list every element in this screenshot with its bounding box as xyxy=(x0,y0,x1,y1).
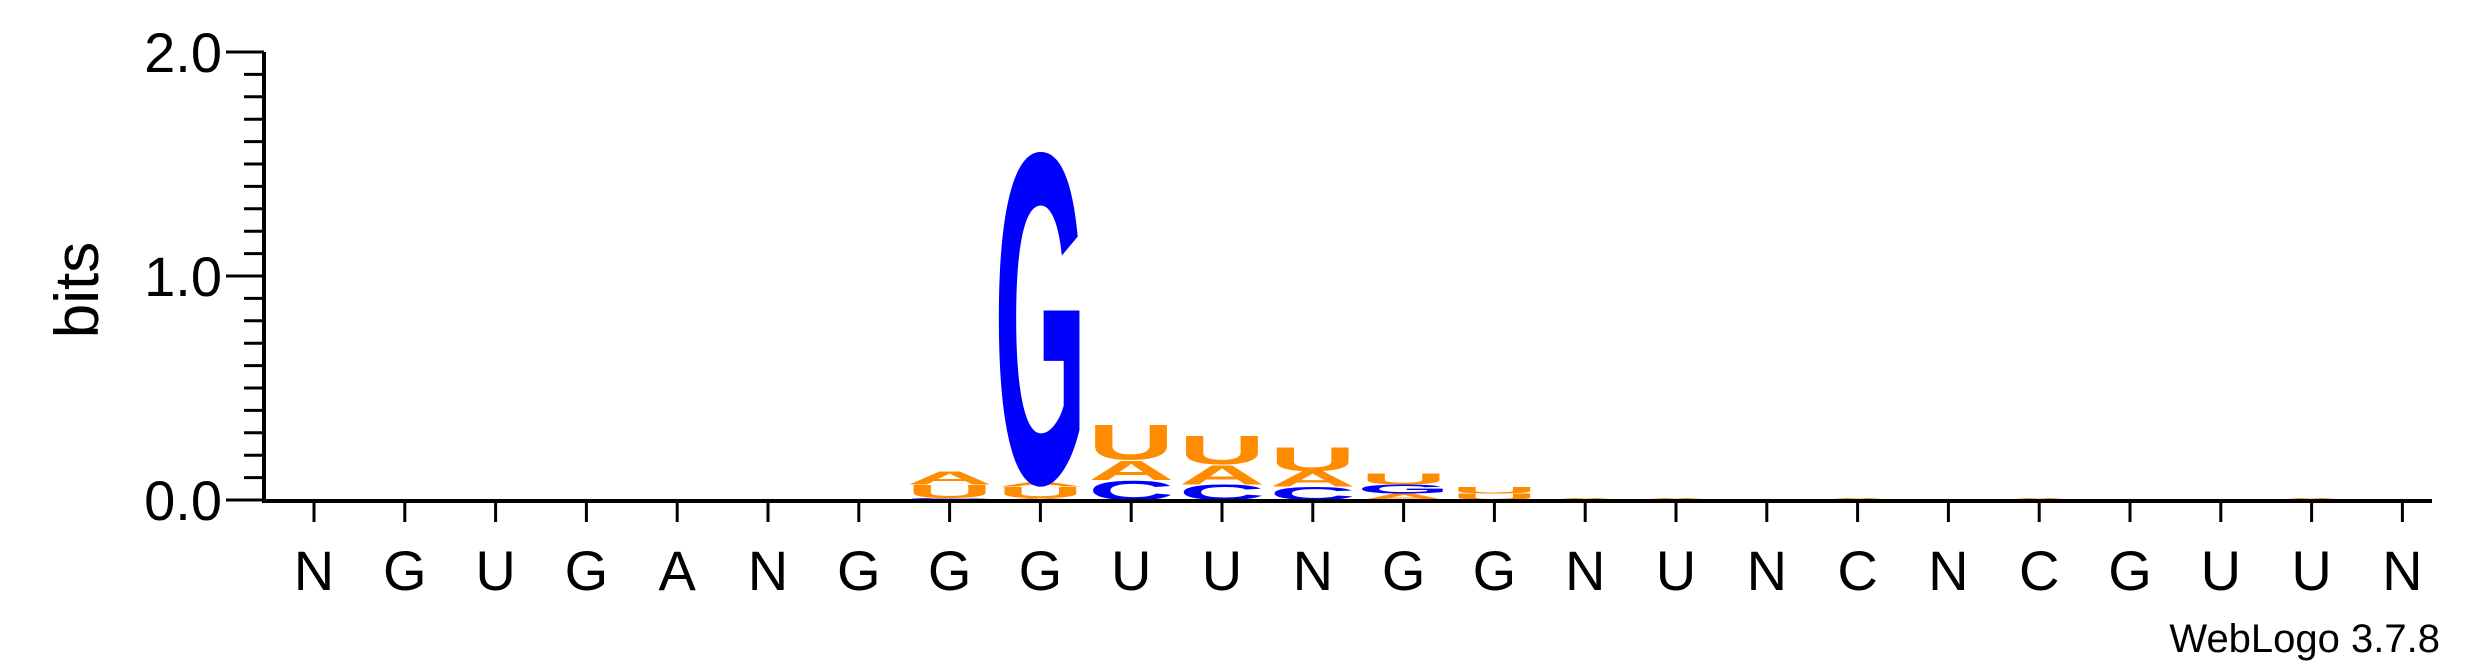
weblogo-credit: WebLogo 3.7.8 xyxy=(2169,617,2440,661)
position-label: G xyxy=(837,539,881,602)
logo-letter-u: U xyxy=(1451,492,1537,502)
position-label: A xyxy=(659,539,697,602)
position-label: N xyxy=(1747,539,1787,602)
position-label: G xyxy=(2108,539,2152,602)
position-label: G xyxy=(1019,539,1063,602)
x-axis xyxy=(262,499,2432,522)
logo-letter-g: G xyxy=(994,56,1087,584)
position-label: G xyxy=(1473,539,1517,602)
y-tick-label: 1.0 xyxy=(144,245,222,308)
position-label: G xyxy=(565,539,609,602)
position-label: G xyxy=(383,539,427,602)
logo-letter-u: U xyxy=(1360,470,1446,487)
logo-letter-u: U xyxy=(997,484,1083,501)
logo-letter-a: A xyxy=(997,481,1083,488)
position-label: U xyxy=(2291,539,2331,602)
position-label: C xyxy=(2019,539,2059,602)
position-label: U xyxy=(1202,539,1242,602)
position-label: N xyxy=(1928,539,1968,602)
logo-letter-u: U xyxy=(1451,485,1537,495)
logo-letter-g: G xyxy=(1357,482,1450,496)
y-axis-title: bits xyxy=(43,242,112,338)
logo-letter-a: A xyxy=(1088,455,1174,486)
logo-letter-u: U xyxy=(1088,415,1174,470)
y-tick-label: 0.0 xyxy=(144,469,222,532)
position-label: N xyxy=(1293,539,1333,602)
position-label: N xyxy=(1565,539,1605,602)
logo-letter-a: A xyxy=(2268,497,2354,500)
logo-letter-a: A xyxy=(1270,467,1356,491)
y-tick-label: 2.0 xyxy=(144,21,222,84)
logo-letter-a: A xyxy=(1542,497,1628,500)
logo-letter-c: C xyxy=(1270,483,1356,504)
position-label: N xyxy=(294,539,334,602)
logo-letter-a: A xyxy=(1633,497,1719,500)
logo-letter-u: U xyxy=(1270,440,1356,479)
position-label: G xyxy=(1382,539,1426,602)
position-label: G xyxy=(928,539,972,602)
position-label: U xyxy=(2201,539,2241,602)
position-label: N xyxy=(748,539,788,602)
logo-letter-u: U xyxy=(906,481,992,502)
logo-letter-u: U xyxy=(1179,427,1265,472)
position-label: U xyxy=(1656,539,1696,602)
position-label: C xyxy=(1837,539,1877,602)
logo-letter-a: A xyxy=(1996,497,2082,500)
logo-letter-a: A xyxy=(1360,492,1446,502)
logo-letter-a: A xyxy=(906,468,992,489)
logo-letter-c: C xyxy=(906,497,992,500)
logo-letter-a: A xyxy=(997,497,1083,500)
position-label: U xyxy=(475,539,515,602)
logo-letter-a: A xyxy=(1814,497,1900,500)
position-label: N xyxy=(2382,539,2422,602)
position-label: U xyxy=(1111,539,1151,602)
y-axis: 0.0 1.0 2.0 xyxy=(144,21,266,532)
logo-letter-a: A xyxy=(1179,459,1265,490)
